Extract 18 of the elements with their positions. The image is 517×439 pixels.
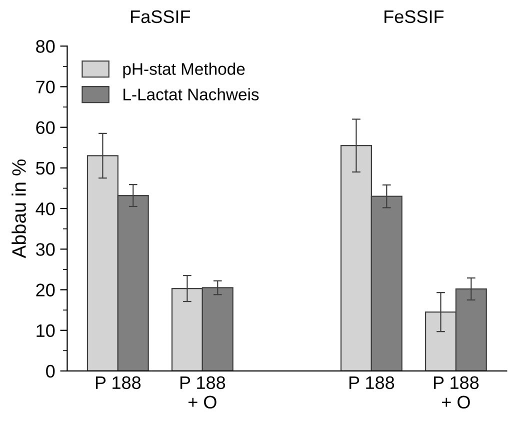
- text: FeSSIF: [384, 10, 444, 24]
- y-tick-label: 50: [36, 162, 55, 175]
- x-tick-label: P 188: [96, 376, 141, 390]
- legend-label: pH-stat Methode: [123, 62, 245, 78]
- y-tick-label: 30: [36, 243, 55, 256]
- y-tick-label: 80: [36, 40, 55, 53]
- x-tick-label: P 188: [349, 376, 394, 390]
- x-tick-label: P 188 + O: [180, 376, 226, 409]
- y-tick-label: 10: [36, 324, 55, 338]
- y-tick-label: 60: [36, 121, 55, 134]
- y-tick-label: 70: [36, 80, 55, 94]
- y-axis-title: Abbau in %: [12, 159, 26, 258]
- legend-label: L-Lactat Nachweis: [124, 88, 259, 100]
- y-tick-label: 40: [36, 202, 55, 216]
- x-tick-label: P 188 + O: [434, 376, 479, 409]
- y-tick-label: 0: [46, 364, 55, 378]
- y-tick-label: 20: [36, 284, 55, 296]
- text: FaSSIF: [131, 10, 190, 24]
